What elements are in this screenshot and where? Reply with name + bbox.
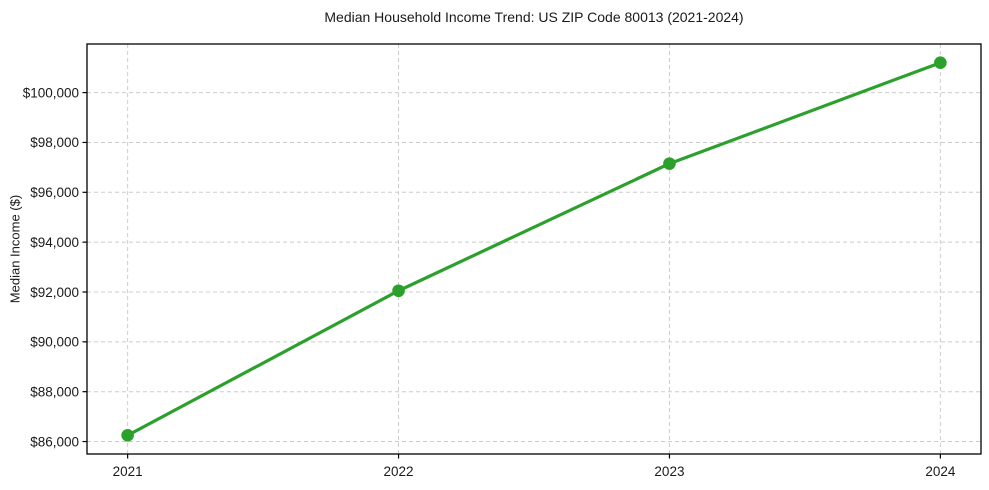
y-tick-label: $88,000	[30, 384, 79, 399]
chart-title: Median Household Income Trend: US ZIP Co…	[324, 9, 744, 25]
y-tick-label: $98,000	[30, 135, 79, 150]
y-tick-label: $86,000	[30, 434, 79, 449]
trend-line	[126, 61, 942, 437]
x-tick-label: 2024	[925, 464, 956, 479]
y-tick-label: $92,000	[30, 285, 79, 300]
x-tick-label: 2021	[113, 464, 143, 479]
plot-border	[86, 43, 982, 455]
data-point-marker	[392, 284, 405, 298]
data-point-marker	[934, 56, 947, 69]
x-tick-label: 2022	[384, 464, 414, 479]
y-tick-label: $90,000	[30, 335, 79, 350]
data-point-marker	[121, 429, 134, 442]
x-tick-label: 2023	[654, 464, 684, 479]
data-point-marker	[663, 157, 676, 170]
y-tick-label: $100,000	[23, 85, 79, 100]
y-tick-label: $96,000	[30, 185, 79, 200]
y-tick-label: $94,000	[30, 235, 79, 250]
